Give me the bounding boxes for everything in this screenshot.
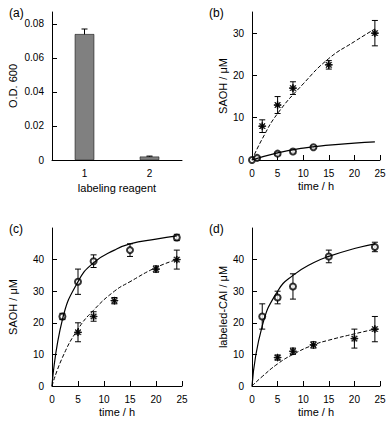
svg-text:15: 15 <box>323 168 335 179</box>
svg-text:20: 20 <box>150 394 162 405</box>
svg-text:20: 20 <box>233 317 245 328</box>
svg-text:0: 0 <box>238 381 244 392</box>
svg-text:30: 30 <box>233 286 245 297</box>
svg-text:40: 40 <box>233 254 245 265</box>
svg-text:10: 10 <box>233 349 245 360</box>
svg-text:30: 30 <box>233 28 245 39</box>
svg-text:15: 15 <box>124 394 136 405</box>
svg-text:labeling reagent: labeling reagent <box>78 182 156 194</box>
svg-text:10: 10 <box>98 394 110 405</box>
svg-text:0: 0 <box>238 155 244 166</box>
svg-text:20: 20 <box>349 168 361 179</box>
svg-text:1: 1 <box>82 168 88 179</box>
svg-text:labeled-CAI / μM: labeled-CAI / μM <box>217 266 229 348</box>
svg-text:10: 10 <box>298 168 310 179</box>
svg-text:25: 25 <box>176 394 188 405</box>
svg-text:20: 20 <box>233 70 245 81</box>
svg-text:0.02: 0.02 <box>25 120 45 131</box>
svg-text:(b): (b) <box>209 6 224 20</box>
svg-text:(a): (a) <box>9 6 24 20</box>
svg-text:time / h: time / h <box>298 406 334 418</box>
svg-text:SAOH / μM: SAOH / μM <box>7 279 19 335</box>
svg-text:0: 0 <box>49 394 55 405</box>
svg-text:30: 30 <box>33 286 45 297</box>
svg-text:25: 25 <box>374 168 386 179</box>
svg-text:5: 5 <box>75 394 81 405</box>
svg-text:0.06: 0.06 <box>25 52 45 63</box>
svg-text:0: 0 <box>249 394 255 405</box>
svg-text:2: 2 <box>147 168 153 179</box>
svg-text:0: 0 <box>249 168 255 179</box>
svg-text:0: 0 <box>38 155 44 166</box>
svg-text:time / h: time / h <box>298 180 334 192</box>
svg-text:0: 0 <box>38 381 44 392</box>
svg-text:10: 10 <box>298 394 310 405</box>
svg-text:(d): (d) <box>209 222 224 236</box>
svg-text:15: 15 <box>323 394 335 405</box>
svg-text:0.08: 0.08 <box>25 18 45 29</box>
svg-text:20: 20 <box>349 394 361 405</box>
svg-text:SAOH / μM: SAOH / μM <box>217 58 229 114</box>
svg-text:25: 25 <box>374 394 386 405</box>
svg-text:10: 10 <box>33 349 45 360</box>
svg-text:(c): (c) <box>9 222 23 236</box>
svg-text:20: 20 <box>33 317 45 328</box>
svg-text:40: 40 <box>33 254 45 265</box>
svg-text:O.D. 600: O.D. 600 <box>7 64 19 108</box>
svg-text:0.04: 0.04 <box>25 86 45 97</box>
svg-text:time / h: time / h <box>99 406 135 418</box>
svg-text:5: 5 <box>275 394 281 405</box>
svg-text:10: 10 <box>233 112 245 123</box>
svg-text:5: 5 <box>275 168 281 179</box>
